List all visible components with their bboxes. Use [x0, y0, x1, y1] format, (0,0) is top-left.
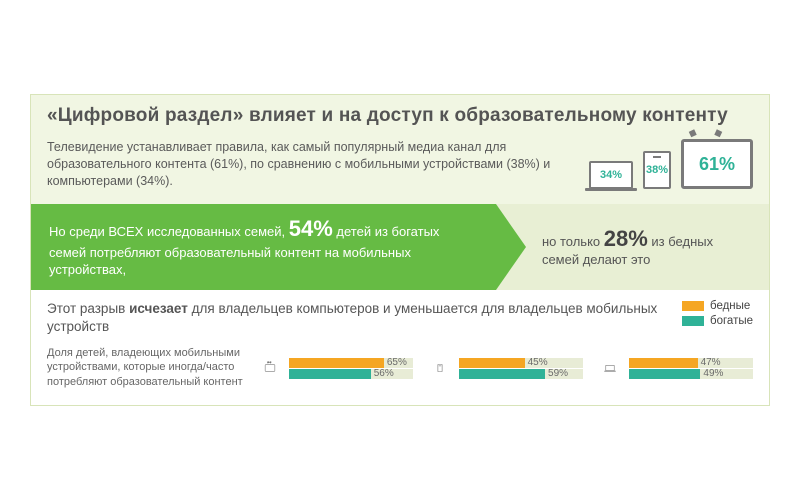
- mid-right-pre: но только: [542, 234, 604, 249]
- header: «Цифровой раздел» влияет и на доступ к о…: [31, 95, 769, 135]
- swatch-poor: [682, 301, 704, 311]
- legend-rich-label: богатые: [710, 315, 753, 327]
- lower-header: Этот разрыв исчезает для владельцев комп…: [47, 300, 753, 336]
- lower-title: Этот разрыв исчезает для владельцев комп…: [47, 300, 664, 336]
- legend-rich: богатые: [682, 315, 753, 327]
- subtitle-text: Телевидение устанавливает правила, как с…: [47, 139, 581, 190]
- device-mobile: 38%: [643, 151, 671, 189]
- legend: бедные богатые: [682, 300, 753, 330]
- laptop-icon: [597, 358, 623, 378]
- mid-band: Но среди ВСЕХ исследованных семей, 54% д…: [31, 204, 769, 290]
- tv-icon: 61%: [681, 139, 753, 189]
- laptop-icon: 34%: [589, 161, 633, 189]
- bar-group-laptop: 47%49%: [597, 355, 753, 381]
- device-tv: 61%: [681, 139, 753, 189]
- phone-icon: [427, 355, 453, 381]
- bars-row: Доля детей, владеющих мобильными устройс…: [47, 346, 753, 389]
- bar-group-phone: 45%59%: [427, 355, 583, 381]
- lower-section: Этот разрыв исчезает для владельцев комп…: [31, 290, 769, 405]
- title: «Цифровой раздел» влияет и на доступ к о…: [47, 105, 753, 127]
- tv-pct: 61%: [699, 154, 735, 175]
- mobile-pct: 38%: [646, 164, 668, 176]
- infographic-card: «Цифровой раздел» влияет и на доступ к о…: [30, 94, 770, 406]
- bar-poor: 65%: [289, 357, 413, 368]
- computer-pct: 34%: [600, 169, 622, 181]
- tv-icon: [257, 356, 283, 380]
- bar-group-tv: 65%56%: [257, 355, 413, 381]
- mid-left-pre: Но среди ВСЕХ исследованных семей,: [49, 224, 289, 239]
- phone-icon: 38%: [643, 151, 671, 189]
- bar-poor: 45%: [459, 357, 583, 368]
- bars-phone: 45%59%: [459, 357, 583, 379]
- bar-rich: 49%: [629, 368, 753, 379]
- top-devices: 34% 38% 61%: [589, 139, 753, 189]
- bars-laptop: 47%49%: [629, 357, 753, 379]
- bar-rich: 56%: [289, 368, 413, 379]
- legend-poor-label: бедные: [710, 300, 750, 312]
- mid-right: но только 28% из бедных семей делают это: [496, 204, 769, 290]
- bars-tv: 65%56%: [289, 357, 413, 379]
- bars-caption: Доля детей, владеющих мобильными устройс…: [47, 346, 247, 389]
- mid-right-big: 28%: [604, 226, 648, 251]
- lower-title-pre: Этот разрыв: [47, 301, 129, 316]
- mid-left: Но среди ВСЕХ исследованных семей, 54% д…: [31, 204, 496, 290]
- subtitle-row: Телевидение устанавливает правила, как с…: [31, 135, 769, 204]
- mid-left-big: 54%: [289, 216, 333, 241]
- swatch-rich: [682, 316, 704, 326]
- device-computer: 34%: [589, 161, 633, 189]
- bars-host: 65%56% 45%59% 47%49%: [257, 355, 753, 381]
- lower-title-strong: исчезает: [129, 301, 188, 316]
- bar-rich: 59%: [459, 368, 583, 379]
- legend-poor: бедные: [682, 300, 753, 312]
- bar-poor: 47%: [629, 357, 753, 368]
